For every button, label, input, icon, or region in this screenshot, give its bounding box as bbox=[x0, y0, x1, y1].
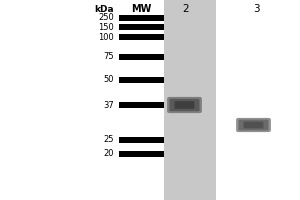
Text: kDa: kDa bbox=[94, 4, 114, 14]
Bar bbox=[118, 102, 164, 108]
Text: 250: 250 bbox=[98, 14, 114, 22]
Bar bbox=[216, 0, 300, 200]
Text: 150: 150 bbox=[98, 22, 114, 31]
Text: 75: 75 bbox=[103, 52, 114, 61]
FancyBboxPatch shape bbox=[167, 97, 202, 113]
Bar bbox=[118, 77, 164, 83]
Text: 3: 3 bbox=[253, 4, 260, 14]
Bar bbox=[118, 34, 164, 40]
Text: 20: 20 bbox=[103, 150, 114, 158]
Bar bbox=[118, 137, 164, 143]
Text: 2: 2 bbox=[183, 4, 189, 14]
Bar bbox=[118, 15, 164, 21]
FancyBboxPatch shape bbox=[244, 122, 263, 128]
FancyBboxPatch shape bbox=[169, 99, 200, 111]
Bar bbox=[164, 0, 216, 200]
Text: MW: MW bbox=[131, 4, 151, 14]
Bar bbox=[118, 24, 164, 30]
Bar bbox=[118, 151, 164, 157]
FancyBboxPatch shape bbox=[175, 101, 194, 109]
Text: 37: 37 bbox=[103, 100, 114, 110]
Text: 50: 50 bbox=[103, 75, 114, 84]
Text: 100: 100 bbox=[98, 32, 114, 42]
FancyBboxPatch shape bbox=[236, 118, 271, 132]
Text: 25: 25 bbox=[103, 136, 114, 144]
Bar bbox=[118, 54, 164, 60]
FancyBboxPatch shape bbox=[238, 120, 268, 130]
